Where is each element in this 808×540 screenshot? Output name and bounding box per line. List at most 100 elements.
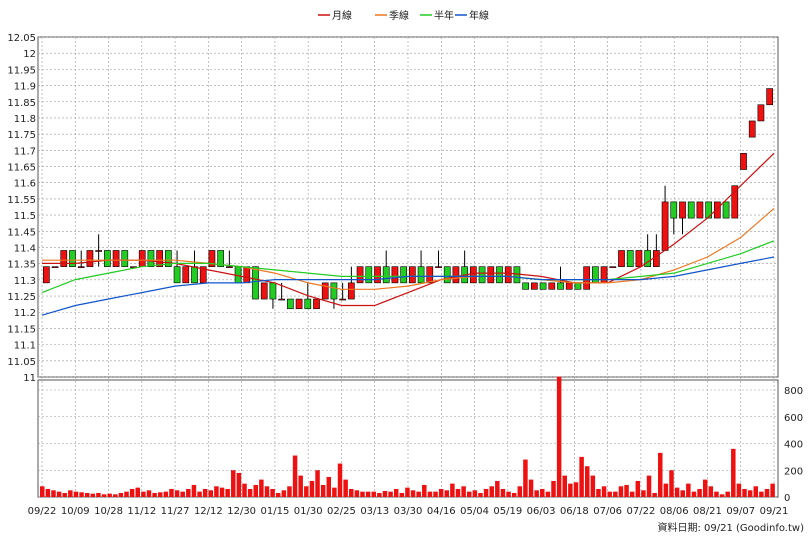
x-tick-label: 03/13: [360, 506, 389, 517]
price-tick-label: 11.95: [7, 65, 36, 76]
volume-bar: [247, 488, 253, 497]
volume-bar: [219, 487, 225, 497]
candle-up: [60, 250, 68, 267]
x-tick-label: 03/30: [394, 506, 423, 517]
volume-bar: [129, 488, 135, 497]
x-tick-label: 11/27: [161, 506, 190, 517]
ma-line: [42, 152, 775, 307]
volume-bar: [68, 490, 73, 497]
volume-bar: [674, 487, 680, 497]
volume-bar: [73, 491, 79, 497]
volume-tick-label: 800: [784, 386, 803, 397]
price-tick-label: 11.45: [7, 227, 36, 238]
volume-bar: [753, 486, 759, 497]
candle-up: [43, 266, 50, 284]
candle-up: [391, 266, 399, 284]
candle-down: [173, 266, 181, 284]
volume-bar: [438, 488, 444, 497]
x-tick-label: 09/21: [760, 506, 789, 517]
volume-bar: [281, 490, 287, 497]
price-tick-label: 11: [23, 373, 36, 384]
volume-bar: [663, 483, 669, 497]
volume-bar: [478, 492, 483, 497]
volume-tick-label: 400: [784, 440, 803, 451]
volume-bar: [708, 486, 714, 497]
volume-bar: [472, 490, 478, 497]
volume-bar: [90, 493, 96, 497]
volume-bar: [354, 490, 360, 497]
volume-bar: [461, 486, 466, 497]
candle-up: [226, 266, 233, 268]
volume-bar: [702, 479, 708, 497]
candle-down: [705, 201, 712, 219]
candle-down: [69, 250, 76, 267]
candle-down: [496, 266, 503, 284]
candle-down: [687, 201, 695, 219]
volume-bar: [320, 484, 326, 497]
candle-up: [731, 185, 739, 219]
volume-bar: [764, 488, 770, 497]
candle-up: [635, 250, 643, 267]
volume-bar: [523, 459, 528, 497]
volume-bar: [157, 492, 163, 497]
volume-bar: [214, 486, 219, 497]
volume-bar: [264, 486, 270, 497]
candle-down: [443, 266, 451, 284]
volume-bar: [124, 491, 129, 497]
volume-bar: [725, 491, 730, 497]
candle-up: [661, 201, 669, 251]
x-tick-label: 05/04: [460, 506, 489, 517]
candle-down: [574, 282, 582, 290]
candle-up: [356, 266, 364, 284]
candle-down: [644, 250, 651, 267]
x-tick-label: 09/07: [726, 506, 755, 517]
price-tick-label: 11.25: [7, 292, 36, 303]
x-tick-label: 06/03: [527, 506, 556, 517]
volume-bar: [747, 490, 753, 497]
price-tick-label: 11.1: [14, 341, 36, 352]
x-tick-label: 08/06: [660, 506, 689, 517]
candle-down: [722, 201, 730, 219]
x-tick-label: 02/25: [327, 506, 356, 517]
candle-up: [653, 250, 660, 267]
candle-up: [426, 266, 434, 284]
price-tick-label: 11.65: [7, 163, 36, 174]
candle-up: [208, 250, 216, 267]
x-tick-label: 01/15: [260, 506, 289, 517]
volume-bar: [584, 466, 590, 497]
volume-bar: [483, 488, 489, 497]
candle-up: [295, 298, 303, 310]
volume-bar: [141, 491, 146, 497]
volume-bar: [613, 491, 618, 497]
x-tick-label: 01/30: [294, 506, 323, 517]
x-tick-label: 06/18: [560, 506, 589, 517]
volume-bar: [304, 486, 309, 497]
price-tick-label: 11.75: [7, 130, 36, 141]
volume-bar: [691, 491, 697, 497]
candle-up: [409, 266, 416, 284]
price-tick-label: 11.2: [14, 308, 36, 319]
volume-bar: [506, 491, 511, 497]
volume-bar: [416, 491, 421, 497]
price-tick-label: 11.55: [7, 195, 36, 206]
candle-up: [321, 282, 329, 300]
candle-up: [348, 282, 355, 300]
candle-up: [740, 153, 747, 170]
volume-bar: [770, 483, 775, 497]
candle-down: [121, 250, 129, 267]
volume-bar: [511, 492, 517, 497]
x-tick-label: 07/06: [593, 506, 622, 517]
volume-bar: [242, 483, 247, 497]
volume-bar: [590, 475, 596, 497]
legend-label: 年線: [469, 9, 489, 22]
volume-bar: [658, 452, 663, 497]
candle-up: [313, 298, 320, 310]
volume-bar: [731, 448, 736, 497]
price-panel: 12.05 12 11.95 11.9 11.85 11.8 11.75 11.7 11.65 1…: [7, 33, 788, 517]
candle-down: [217, 250, 224, 267]
volume-bar: [225, 488, 230, 497]
candle-up: [679, 201, 686, 219]
volume-panel: 800 600 400 200 0: [37, 376, 803, 504]
volume-bar: [343, 479, 348, 497]
legend-label: 季線: [389, 9, 409, 22]
